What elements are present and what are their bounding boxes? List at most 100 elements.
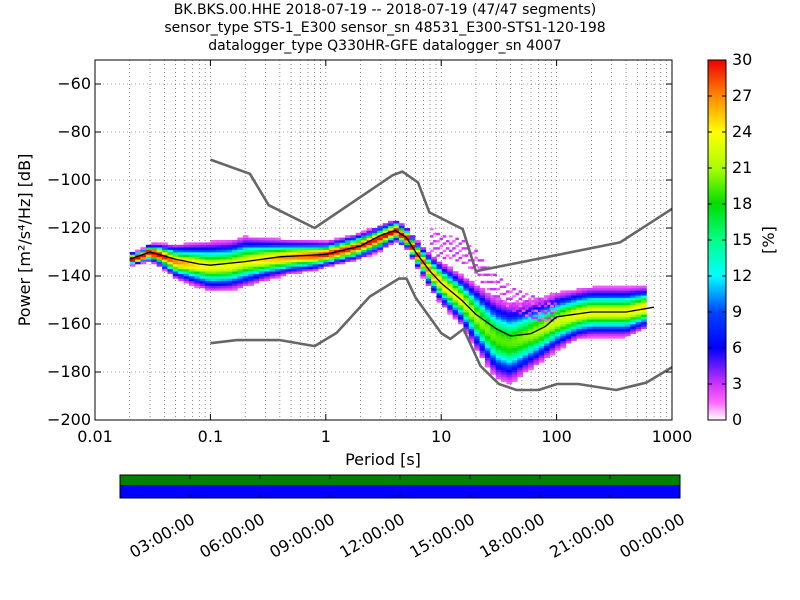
- density-cell: [484, 316, 491, 320]
- density-cell: [355, 252, 362, 255]
- density-cell: [269, 264, 276, 267]
- density-cell: [140, 247, 147, 250]
- density-cell: [291, 261, 297, 265]
- density-cell: [511, 326, 518, 330]
- density-cell: [296, 256, 303, 260]
- density-cell: [641, 290, 647, 294]
- density-cell: [210, 280, 217, 284]
- density-cell: [221, 276, 228, 279]
- density-cell: [441, 302, 448, 306]
- coverage-time-label: 12:00:00: [336, 509, 408, 561]
- density-cell: [242, 252, 249, 255]
- density-cell: [479, 340, 486, 344]
- density-cell: [511, 338, 518, 342]
- density-cell: [554, 328, 561, 332]
- density-cell: [151, 254, 158, 258]
- density-cell: [436, 283, 443, 286]
- density-cell: [275, 247, 281, 250]
- density-cell: [533, 321, 540, 325]
- density-cell: [484, 338, 491, 342]
- density-cell: [560, 302, 567, 306]
- density-cell: [468, 319, 475, 322]
- density-cell: [178, 276, 184, 279]
- density-cell: [345, 252, 351, 255]
- density-cell: [285, 249, 292, 253]
- density-cell: [501, 355, 507, 358]
- density-cell: [178, 261, 184, 265]
- density-cell-outlier: [512, 295, 516, 298]
- x-tick-label: 0.1: [198, 427, 223, 446]
- density-cell: [554, 343, 561, 346]
- density-cell: [312, 259, 319, 262]
- density-cell: [188, 280, 195, 284]
- density-cell: [296, 266, 303, 270]
- density-cell: [479, 316, 486, 320]
- density-cell: [549, 350, 556, 354]
- density-cell: [280, 261, 287, 265]
- density-cell: [522, 352, 529, 356]
- density-cell: [522, 304, 529, 308]
- density-cell: [398, 228, 405, 231]
- density-cell: [328, 264, 335, 267]
- density-cell: [554, 321, 561, 325]
- density-cell: [366, 237, 373, 241]
- density-cell: [361, 230, 367, 234]
- density-cell: [253, 264, 260, 267]
- density-cell: [231, 266, 238, 270]
- density-cell: [479, 302, 486, 306]
- density-cell: [377, 240, 384, 243]
- density-cell: [361, 235, 367, 238]
- density-cell-outlier: [464, 254, 469, 257]
- density-cell: [592, 309, 599, 313]
- density-cell: [517, 309, 524, 313]
- density-cell: [549, 331, 556, 334]
- density-cell: [339, 259, 346, 262]
- density-cell: [269, 254, 276, 258]
- density-cell: [458, 304, 464, 308]
- density-cell: [527, 314, 534, 318]
- coverage-time-label: 03:00:00: [126, 509, 198, 561]
- density-cell: [474, 336, 480, 339]
- density-cell: [527, 333, 534, 337]
- coverage-time-label: 09:00:00: [266, 509, 338, 561]
- density-cell: [641, 314, 647, 318]
- density-cell: [237, 252, 244, 255]
- density-cell: [587, 331, 593, 334]
- density-cell: [248, 268, 254, 272]
- psd-density-cells: [129, 220, 647, 385]
- density-cell: [484, 362, 491, 366]
- density-cell: [474, 292, 480, 296]
- density-cell: [199, 278, 206, 282]
- density-cell: [565, 295, 572, 298]
- density-cell: [291, 268, 297, 272]
- density-cell: [194, 242, 201, 246]
- colorbar-tick-label: 21: [732, 158, 752, 177]
- density-cell: [587, 297, 593, 301]
- density-cell: [312, 264, 319, 267]
- density-cell: [571, 290, 577, 294]
- density-cell: [538, 355, 545, 358]
- density-cell: [269, 261, 276, 265]
- density-cell: [172, 268, 179, 272]
- density-cell: [162, 256, 168, 260]
- density-cell: [226, 280, 233, 284]
- density-cell: [511, 328, 518, 332]
- density-cell: [366, 252, 373, 255]
- density-cell: [258, 271, 265, 274]
- density-cell: [231, 268, 238, 272]
- density-cell: [479, 319, 486, 322]
- density-cell: [447, 290, 454, 294]
- density-cell: [619, 331, 626, 334]
- density-cell: [576, 300, 583, 303]
- density-cell: [447, 280, 454, 284]
- density-cell: [635, 312, 642, 315]
- density-cell: [167, 252, 174, 255]
- density-cell: [323, 244, 330, 248]
- density-cell-outlier: [496, 288, 501, 291]
- density-cell: [544, 331, 550, 334]
- density-cell: [431, 290, 437, 294]
- density-cell: [501, 340, 507, 344]
- density-cell: [587, 314, 593, 318]
- density-cell: [614, 290, 620, 294]
- y-tick-label: −180: [47, 362, 91, 381]
